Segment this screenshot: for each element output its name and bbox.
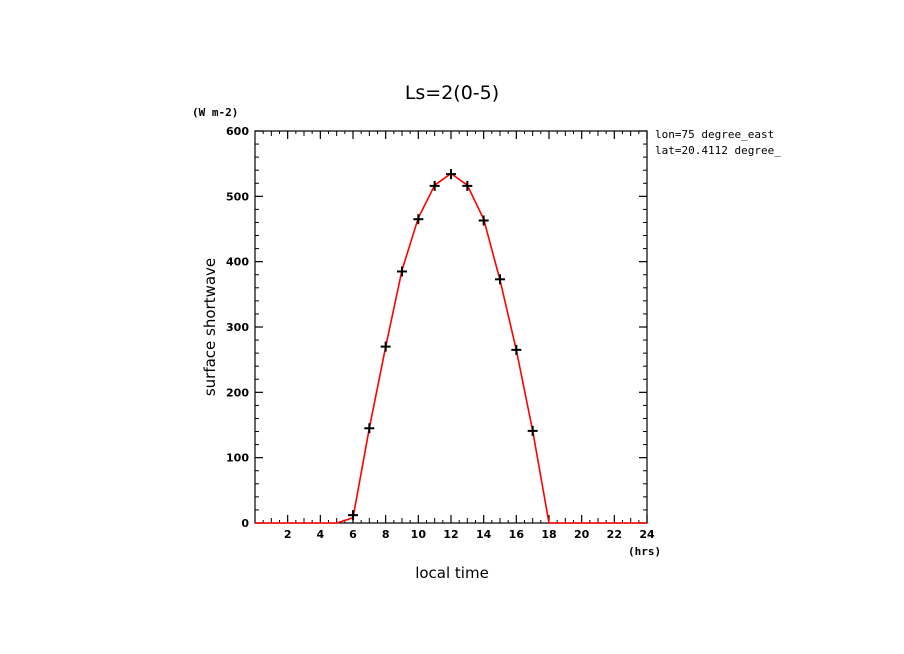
x-tick-label: 16 [509, 528, 525, 541]
x-axis-label: local time [415, 564, 489, 582]
x-tick-label: 14 [476, 528, 492, 541]
annotation-lon: lon=75 degree_east [655, 128, 774, 141]
x-tick-label: 12 [443, 528, 458, 541]
y-tick-label: 200 [226, 386, 249, 399]
data-point-marker [511, 344, 522, 355]
y-unit-label: (W m-2) [192, 106, 238, 119]
x-tick-label: 22 [607, 528, 622, 541]
y-axis-label: surface shortwave [201, 258, 219, 396]
data-point-marker [446, 169, 456, 180]
x-tick-label: 4 [317, 528, 325, 541]
x-unit-label: (hrs) [628, 545, 661, 558]
data-point-marker [380, 341, 391, 352]
data-point-marker [348, 510, 358, 521]
series-line [255, 172, 647, 524]
x-tick-label: 8 [382, 528, 390, 541]
y-tick-label: 600 [226, 125, 249, 138]
data-point-marker [397, 266, 407, 277]
y-tick-label: 400 [226, 256, 249, 269]
x-tick-label: 18 [541, 528, 556, 541]
x-tick-label: 6 [349, 528, 357, 541]
data-point-marker [495, 274, 505, 285]
data-point-marker [478, 215, 489, 226]
x-tick-label: 24 [639, 528, 655, 541]
annotation-lat: lat=20.4112 degree_ [655, 144, 781, 157]
data-point-marker [527, 425, 538, 436]
y-tick-label: 0 [241, 517, 249, 530]
x-tick-label: 2 [284, 528, 292, 541]
y-tick-label: 300 [226, 321, 249, 334]
data-point-marker [413, 214, 424, 225]
x-tick-label: 20 [574, 528, 590, 541]
x-tick-label: 10 [411, 528, 427, 541]
y-tick-label: 500 [226, 190, 249, 203]
plot-frame [254, 130, 648, 524]
data-point-marker [429, 180, 440, 191]
chart-title: Ls=2(0-5) [405, 82, 499, 104]
y-tick-label: 100 [226, 452, 249, 465]
data-point-marker [462, 180, 473, 191]
data-point-marker [364, 423, 375, 434]
